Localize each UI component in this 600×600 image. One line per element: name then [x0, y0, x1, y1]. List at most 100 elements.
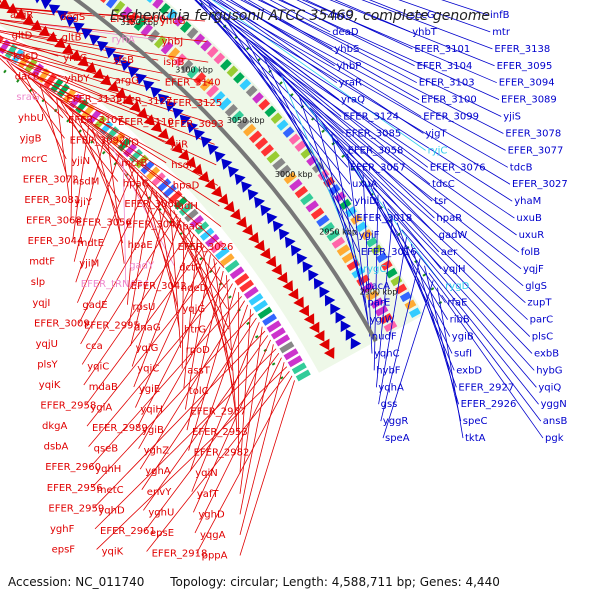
- gene-box: [294, 140, 307, 152]
- leader-line: [188, 287, 237, 451]
- gene-label: yhbP: [337, 61, 362, 72]
- gene-arrow-right: [48, 4, 61, 16]
- gene-label: yghA: [145, 466, 171, 477]
- gene-arrow-right: [186, 121, 198, 134]
- gene-box: [210, 240, 225, 254]
- leader-line: [213, 258, 236, 412]
- leader-line: [199, 0, 351, 185]
- gene-label: yqiQ: [538, 382, 561, 393]
- leader-line: [52, 94, 218, 186]
- gene-box: [275, 334, 291, 347]
- leader-line: [139, 300, 246, 470]
- gene-arrow-left: [204, 178, 216, 190]
- gene-label: folB: [521, 247, 540, 258]
- gene-label: EFER_2958: [40, 401, 96, 412]
- leader-line: [239, 362, 285, 535]
- gene-box: [167, 47, 181, 61]
- gene-label: yggR: [383, 416, 409, 427]
- gene-arrow-right: [179, 114, 191, 126]
- gene-box: [360, 281, 375, 294]
- kbp-tick: 3100 kbp: [175, 65, 213, 74]
- gene-box: [189, 214, 204, 229]
- gene-arrow-right: [290, 244, 302, 257]
- leader-line: [437, 287, 464, 439]
- leader-line: [240, 0, 504, 134]
- gene-box: [355, 221, 368, 233]
- leader-line: [191, 322, 260, 492]
- gene-label: fadH: [174, 201, 198, 212]
- gene-label: EFER_2959: [48, 503, 104, 514]
- accession-text: Accession: NC_011740: [8, 575, 145, 589]
- gene-label: EFER_2960: [45, 462, 101, 473]
- gene-arrow-right: [207, 143, 219, 156]
- gene-label: yqgA: [200, 530, 226, 541]
- gene-label: rfaE: [447, 298, 467, 309]
- gene-box: [199, 227, 215, 241]
- gene-box: [146, 166, 161, 181]
- gene-arrow-left: [30, 19, 43, 31]
- gene-label: EFER_3125: [166, 98, 222, 109]
- leader-line: [80, 118, 172, 225]
- leader-line: [186, 225, 233, 371]
- gene-box: [266, 320, 282, 333]
- gene-box: [350, 213, 363, 225]
- gene-box: [283, 348, 299, 361]
- gene-label: parE: [367, 298, 390, 309]
- gene-label: hsdR: [171, 160, 196, 171]
- gene-label: EFER_3093: [168, 119, 224, 130]
- gene-label: EFER_3027: [512, 179, 568, 190]
- gene-arrow-right: [221, 158, 233, 170]
- gene-arrow-left: [164, 135, 176, 147]
- gene-label: hpaC: [123, 178, 149, 189]
- gene-label: slp: [31, 277, 45, 288]
- gene-box: [260, 144, 274, 157]
- gene-label: ansB: [543, 416, 568, 427]
- gene-box: [193, 71, 207, 85]
- gene-label: EFER_tRNA34: [81, 279, 149, 290]
- map-footer: Accession: NC_011740 Topology: circular;…: [8, 575, 598, 589]
- gene-arrow-right: [127, 66, 140, 78]
- gene-box: [287, 355, 303, 368]
- gene-label: pppA: [202, 550, 228, 561]
- gene-arrow-left: [77, 55, 89, 67]
- gene-box: [212, 91, 226, 104]
- gene-label: EFER_2982: [194, 448, 250, 459]
- gene-label: secG: [410, 10, 435, 21]
- gene-box: [365, 236, 378, 248]
- gene-box: [230, 110, 245, 124]
- leader-line: [361, 0, 493, 50]
- leader-line: [219, 0, 424, 134]
- gene-label: EFER_3085: [345, 128, 401, 139]
- gene-label: ygiB: [452, 332, 474, 343]
- gene-arrow-left: [319, 338, 330, 351]
- leader-line: [331, 133, 368, 320]
- gene-arrow-left: [229, 208, 241, 221]
- leader-line: [80, 198, 164, 345]
- gene-box: [140, 23, 154, 37]
- leader-line: [44, 88, 119, 182]
- gene-label: hpaE: [128, 240, 153, 251]
- gene-label: EFER_3135: [66, 94, 122, 105]
- leader-line: [86, 262, 218, 427]
- leader-line: [85, 245, 205, 406]
- gene-label: yqjH: [443, 264, 466, 275]
- gene-box: [200, 39, 212, 52]
- gene-label: gadW: [439, 230, 468, 241]
- leader-line: [126, 160, 177, 287]
- leader-line: [56, 98, 70, 201]
- gene-box: [179, 21, 192, 33]
- gene-box: [264, 105, 277, 118]
- gene-arrow-right: [172, 107, 184, 119]
- gene-box: [134, 154, 149, 169]
- gene-box: [233, 72, 245, 84]
- gene-box: [328, 183, 341, 196]
- gene-label: speA: [385, 433, 410, 444]
- gene-label: EFER_3016: [361, 247, 417, 258]
- gene-box: [326, 229, 340, 242]
- gene-box: [160, 41, 174, 55]
- leader-line: [195, 0, 349, 168]
- gene-box: [199, 78, 213, 92]
- gene-label: EFER_3099: [423, 112, 479, 123]
- gene-label: yjiM: [79, 259, 99, 270]
- gene-arrow-left: [69, 49, 82, 61]
